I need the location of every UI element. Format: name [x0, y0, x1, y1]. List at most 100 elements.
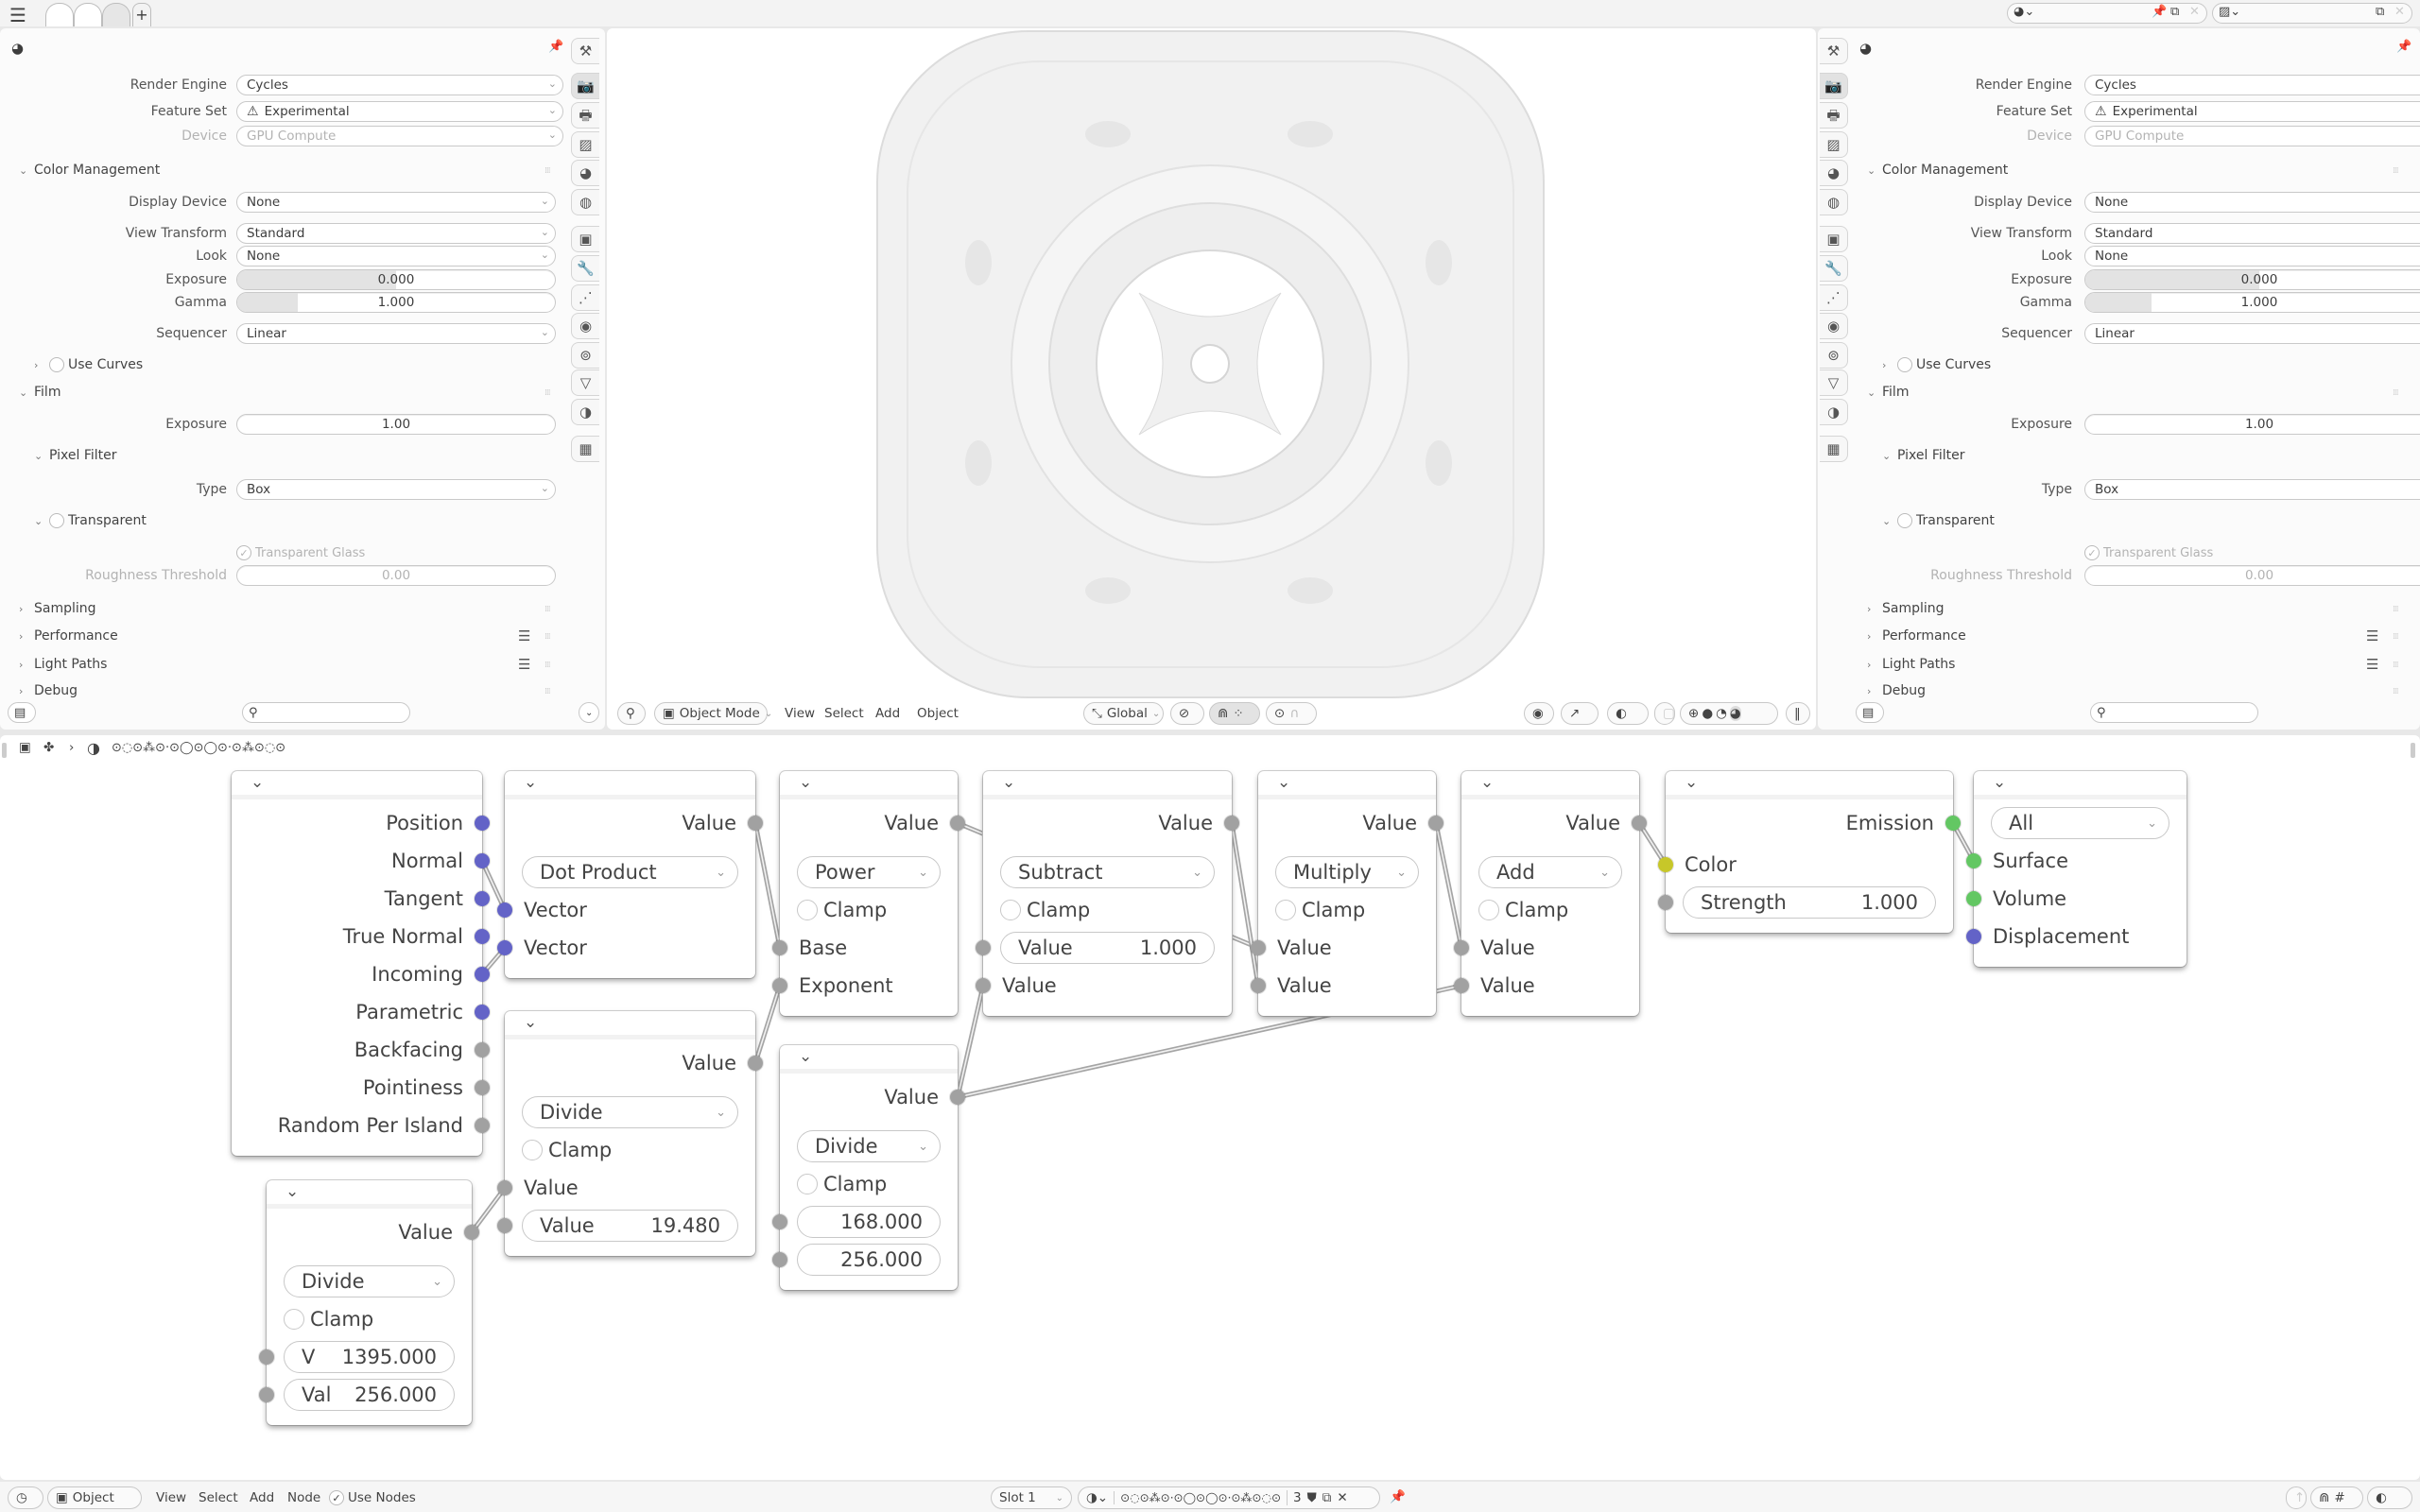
operation-dropdown[interactable]: Add ⌄ [1478, 856, 1622, 888]
input-socket[interactable] [976, 978, 991, 993]
clamp-checkbox[interactable]: Clamp [780, 1165, 958, 1203]
editor-type-button[interactable]: ◷ [8, 1486, 43, 1509]
output-socket[interactable] [748, 816, 763, 831]
shading-mode-buttons[interactable]: ⊕ ● ◔ ◕ [1680, 702, 1778, 725]
tab-material[interactable]: ◑ [571, 399, 599, 425]
node-header[interactable]: ⌄ [505, 771, 755, 799]
output-socket[interactable] [475, 967, 490, 982]
use-nodes-checkbox[interactable]: ✓ Use Nodes [329, 1486, 416, 1509]
tab-render[interactable]: 📷 [571, 73, 599, 99]
drag-handle-icon[interactable]: ⁞⁞⁞ [544, 687, 551, 696]
drag-handle-icon[interactable]: ⁞⁞⁞ [544, 388, 551, 398]
tab-object[interactable]: ▣ [1820, 226, 1848, 252]
node-divmid[interactable]: ⌄ Value Divide ⌄ Clamp Value Value 19.480 [497, 1011, 763, 1256]
value-field[interactable]: Value 19.480 [522, 1210, 738, 1242]
input-socket[interactable] [1251, 940, 1266, 955]
gamma-field[interactable]: 1.000 [236, 292, 556, 313]
input-socket[interactable] [772, 978, 787, 993]
node-geometry[interactable]: ⌄ Position Normal Tangent True Normal Incomin… [232, 771, 490, 1156]
node-add[interactable]: ⌄ Value Add ⌄ Clamp Value Value [1454, 771, 1647, 1016]
collapse-chevron-icon[interactable]: ⌄ [285, 1182, 300, 1201]
input-socket[interactable] [497, 1218, 512, 1233]
operation-dropdown[interactable]: Multiply ⌄ [1275, 856, 1419, 888]
feature-set-dropdown[interactable]: ⚠Experimental⌄ [2084, 101, 2420, 122]
gizmo-toggle[interactable]: ↗ [1561, 702, 1599, 725]
panel-header-pixel-filter[interactable]: ⌄ Pixel Filter [34, 448, 117, 463]
presets-list-icon[interactable]: ☰ [2366, 627, 2379, 644]
type-dropdown[interactable]: Box ⌄ [236, 479, 556, 500]
panel-header-sampling[interactable]: › Sampling [1867, 601, 1945, 616]
node-multiply[interactable]: ⌄ Value Multiply ⌄ Clamp Value Value [1251, 771, 1443, 1016]
output-socket[interactable] [1428, 816, 1443, 831]
shader-node-editor[interactable]: ▣ ✤ › ◑ ⊙◌⊙⁂⊙·⊙◯⊙◯⊙·⊙⁂⊙◌⊙ ⌄ Position Norma… [0, 735, 2420, 1480]
material-browse-icon[interactable]: ◑⌄ [1086, 1490, 1109, 1505]
input-socket[interactable] [259, 1349, 274, 1365]
look-dropdown[interactable]: None ⌄ [236, 246, 556, 266]
panel-header-performance[interactable]: › Performance [1867, 628, 1966, 644]
panel-header-use-curves[interactable]: › Use Curves [34, 357, 143, 372]
output-socket[interactable] [475, 1005, 490, 1020]
collapse-chevron-icon[interactable]: ⌄ [1685, 773, 1699, 792]
panel-checkbox[interactable] [49, 513, 64, 528]
exposure-field[interactable]: 0.000 [236, 269, 556, 290]
rendered-shading-icon[interactable]: ◕ [1729, 706, 1741, 721]
pin-icon[interactable]: 📌 [2152, 5, 2168, 19]
panel-header-transparent[interactable]: ⌄ Transparent [34, 513, 147, 528]
visibility-button[interactable]: ◉ [1524, 702, 1554, 725]
type-dropdown[interactable]: Box ⌄ [2084, 479, 2420, 500]
copy-view-layer-icon[interactable]: ⧉ [2376, 5, 2385, 19]
node-subtract[interactable]: ⌄ Value Subtract ⌄ Clamp Value 1.000 Value [976, 771, 1239, 1016]
collapse-chevron-icon[interactable]: ⌄ [524, 1013, 538, 1032]
output-socket[interactable] [950, 816, 965, 831]
pivot-point-button[interactable]: ⊘ [1170, 702, 1204, 725]
presets-list-icon[interactable]: ☰ [2366, 656, 2379, 673]
input-socket[interactable] [1454, 978, 1469, 993]
transparent-glass-checkbox[interactable]: ✓ Transparent Glass [236, 545, 365, 560]
node-header[interactable]: ⌄ [1258, 771, 1436, 799]
display-mode-button[interactable]: ▤ [8, 702, 36, 723]
search-input[interactable]: ⚲ [2090, 702, 2258, 723]
exposure-field[interactable]: 0.000 [2084, 269, 2420, 290]
clamp-checkbox[interactable]: Clamp [983, 891, 1232, 929]
menu-node[interactable]: Node [287, 1490, 321, 1505]
node-header[interactable]: ⌄ [1666, 771, 1953, 799]
clamp-checkbox[interactable]: Clamp [267, 1300, 472, 1338]
look-dropdown[interactable]: None ⌄ [2084, 246, 2420, 266]
drag-handle-icon[interactable]: ⁞⁞⁞ [2393, 661, 2399, 670]
tab-tool[interactable]: ⚒ [1820, 38, 1848, 64]
slot-dropdown[interactable]: Slot 1 ⌄ [991, 1486, 1072, 1509]
input-socket[interactable] [1966, 853, 1981, 868]
value-field[interactable]: 168.000 [797, 1206, 941, 1238]
wireframe-shading-icon[interactable]: ⊕ [1688, 706, 1700, 721]
input-socket[interactable] [772, 1252, 787, 1267]
workspace-tab[interactable] [74, 3, 102, 26]
operation-dropdown[interactable]: All ⌄ [1991, 807, 2169, 839]
drag-handle-icon[interactable]: ⁞⁞⁞ [544, 632, 551, 642]
menu-view[interactable]: View [156, 1490, 187, 1505]
node-header[interactable]: ⌄ [267, 1180, 472, 1209]
tab-material[interactable]: ◑ [1820, 399, 1848, 425]
scene-selector[interactable]: ◕⌄ 📌 ⧉ ✕ [2007, 3, 2207, 24]
shader-type-dropdown[interactable]: ▣ Object [47, 1486, 142, 1509]
node-header[interactable]: ⌄ [505, 1011, 755, 1040]
drag-handle-icon[interactable]: ⁞⁞⁞ [2393, 166, 2399, 176]
close-icon[interactable]: ✕ [2394, 5, 2405, 19]
feature-set-dropdown[interactable]: ⚠Experimental⌄ [236, 101, 563, 122]
pause-render-button[interactable]: ‖ [1786, 702, 1810, 725]
node-header[interactable]: ⌄ [1974, 771, 2187, 799]
tab-modifier-wrench[interactable]: 🔧 [571, 255, 599, 282]
input-socket[interactable] [772, 940, 787, 955]
menu-select[interactable]: Select [824, 706, 864, 721]
tab-particles[interactable]: ⋰ [1820, 284, 1848, 311]
output-socket[interactable] [464, 1225, 479, 1240]
roughness-threshold-field[interactable]: 0.00 [2084, 565, 2420, 586]
clamp-checkbox[interactable]: Clamp [780, 891, 958, 929]
panel-header-color-management[interactable]: ⌄ Color Management [1867, 163, 2008, 178]
snap-toggle[interactable]: ⋒ ⁘ [1209, 702, 1260, 725]
checkbox[interactable] [797, 900, 818, 920]
menu-object[interactable]: Object [917, 706, 959, 721]
input-socket[interactable] [1966, 929, 1981, 944]
panel-header-film[interactable]: ⌄ Film [19, 385, 60, 400]
3d-viewport[interactable] [607, 28, 1816, 730]
tab-scene[interactable]: ◕ [1820, 160, 1848, 186]
